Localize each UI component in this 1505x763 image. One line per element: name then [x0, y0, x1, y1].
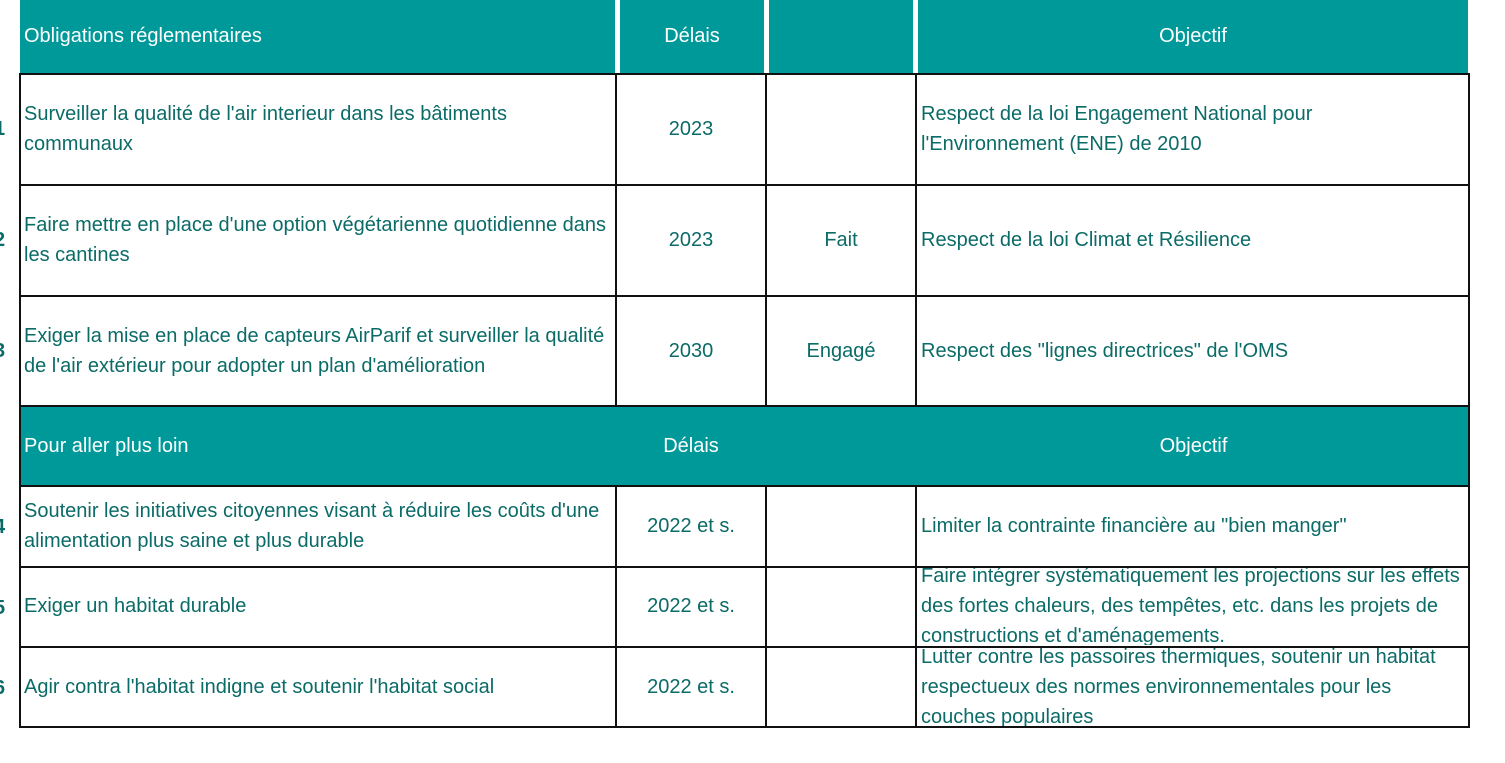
row-objectif: Faire intégrer systématiquement les proj…: [921, 567, 1460, 645]
grid-line-horizontal: [19, 184, 1470, 186]
section2-header-status: [767, 407, 915, 485]
row-status: [767, 648, 915, 726]
row-number: 5: [0, 597, 6, 620]
row-number: 2: [0, 229, 6, 252]
grid-line-vertical: [915, 485, 917, 728]
row-delai: 2030: [668, 340, 714, 362]
grid-line-vertical: [915, 73, 917, 407]
row-text: Exiger un habitat durable: [24, 595, 247, 617]
grid-line-horizontal: [19, 485, 1470, 487]
row-objectif: Respect des "lignes directrices" de l'OM…: [921, 340, 1289, 362]
grid-line-horizontal: [19, 646, 1470, 648]
row-delai: 2023: [668, 229, 714, 251]
grid-line-horizontal: [19, 726, 1470, 728]
row-status: [767, 487, 915, 565]
grid-line-horizontal: [19, 295, 1470, 297]
row-status: [767, 567, 915, 645]
row-number: 1: [0, 118, 6, 141]
section2-header-delais: Délais: [663, 434, 719, 457]
section2-header-title: Pour aller plus loin: [20, 407, 1470, 485]
grid-line-horizontal: [19, 566, 1470, 568]
row-status: Fait: [824, 229, 858, 251]
row-text: Agir contra l'habitat indigne et souteni…: [24, 676, 495, 698]
grid-line-horizontal: [19, 73, 1470, 75]
section1-header-status: [769, 0, 913, 73]
header-gap: [764, 0, 769, 73]
row-delai: 2022 et s.: [647, 595, 735, 617]
grid-line-vertical: [615, 485, 617, 728]
grid-line-vertical: [765, 73, 767, 407]
row-text: Surveiller la qualité de l'air interieur…: [24, 103, 507, 155]
header-gap: [615, 0, 620, 73]
header-gap: [913, 0, 918, 73]
section1-header-objectif: Objectif: [918, 0, 1468, 73]
section2-header-objectif: Objectif: [1159, 434, 1228, 457]
row-status: [767, 75, 915, 183]
row-objectif: Respect de la loi Engagement National po…: [921, 103, 1313, 155]
row-text: Soutenir les initiatives citoyennes visa…: [24, 500, 600, 552]
section1-header-title: Obligations réglementaires: [20, 0, 616, 73]
row-number: 3: [0, 340, 6, 363]
row-text: Faire mettre en place d'une option végét…: [24, 214, 607, 266]
row-delai: 2022 et s.: [647, 676, 735, 698]
row-number: 4: [0, 516, 6, 539]
row-delai: 2022 et s.: [647, 515, 735, 537]
grid-line-vertical: [615, 73, 617, 407]
row-status: Engagé: [806, 340, 876, 362]
row-number: 6: [0, 677, 6, 700]
grid-line-horizontal: [19, 405, 1470, 407]
row-text: Exiger la mise en place de capteurs AirP…: [24, 325, 605, 377]
row-delai: 2023: [668, 118, 714, 140]
row-objectif: Lutter contre les passoires thermiques, …: [921, 648, 1436, 726]
row-objectif: Respect de la loi Climat et Résilience: [921, 229, 1252, 251]
grid-line-vertical: [19, 73, 21, 728]
grid-line-vertical: [765, 485, 767, 728]
grid-line-vertical: [1468, 73, 1470, 728]
row-objectif: Limiter la contrainte financière au "bie…: [921, 515, 1347, 537]
section1-header-delais: Délais: [620, 0, 764, 73]
